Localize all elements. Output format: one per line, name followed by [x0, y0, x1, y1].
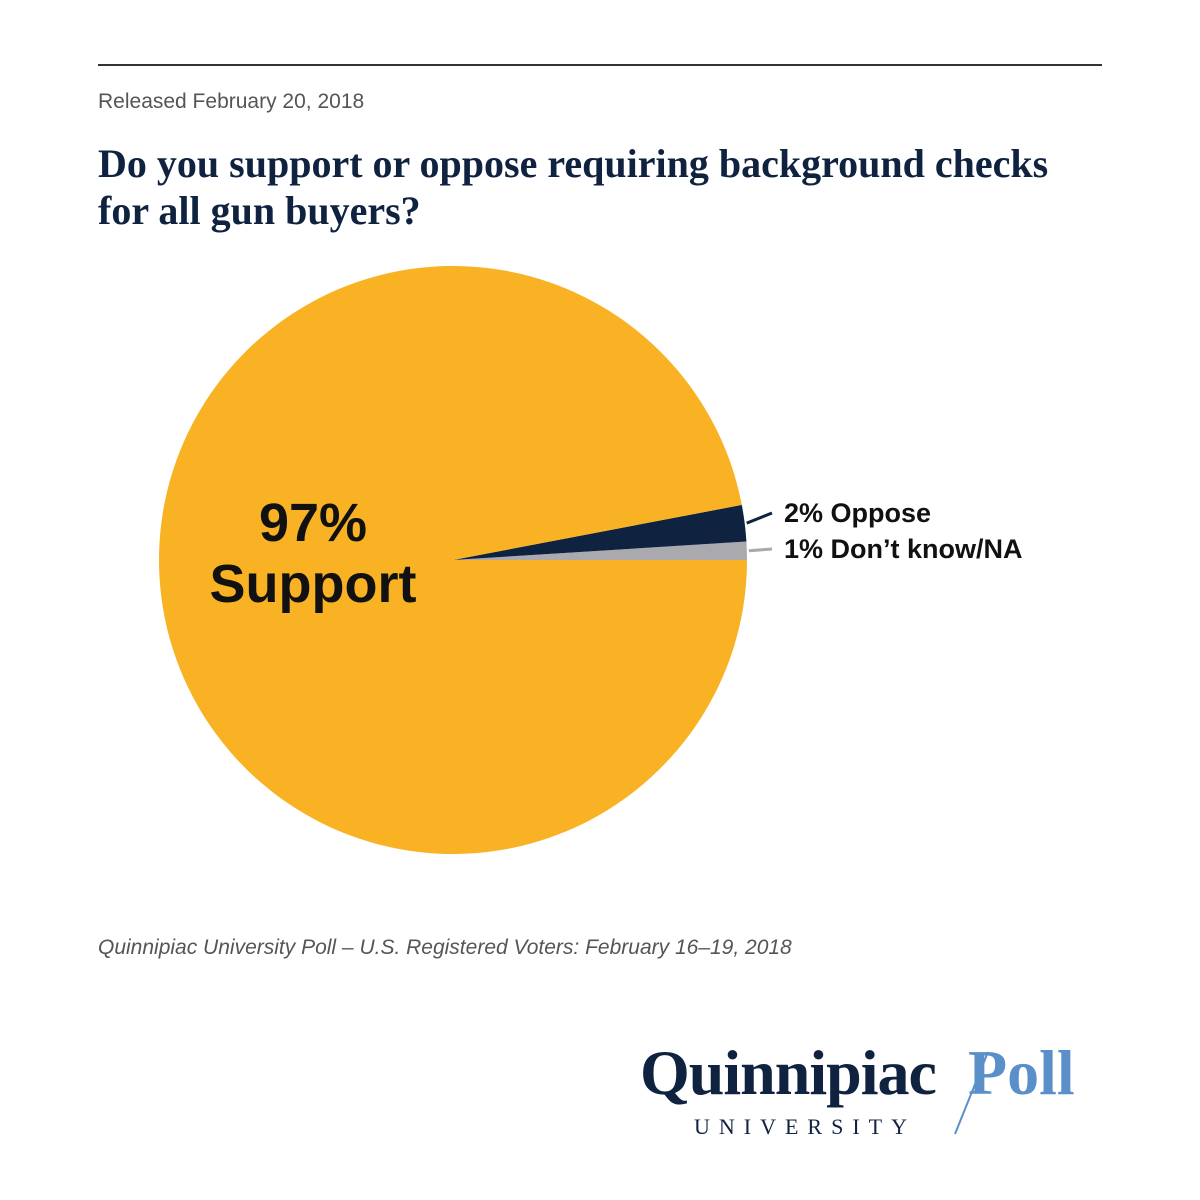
leader-line-don-t-know-na — [748, 547, 773, 553]
slice-label-don-t-know-na: 1% Don’t know/NA — [784, 534, 1023, 564]
slice-label-oppose: 2% Oppose — [784, 498, 931, 528]
logo-poll: Poll — [968, 1037, 1075, 1108]
pie-slice-don-t-know-na — [453, 541, 747, 560]
pie-slice-oppose — [453, 504, 747, 560]
leader-line-oppose — [746, 511, 773, 525]
release-date: Released February 20, 2018 — [98, 90, 365, 113]
logo-university-sub: UNIVERSITY — [694, 1114, 916, 1139]
top-divider — [98, 64, 1102, 66]
logo-university-name: Quinnipiac — [640, 1037, 937, 1108]
slice-label-support: 97% Support — [210, 493, 417, 614]
chart-title: Do you support or oppose requiring backg… — [98, 141, 1049, 233]
pie-slice-support — [158, 265, 747, 854]
source-note: Quinnipiac University Poll – U.S. Regist… — [98, 936, 792, 959]
